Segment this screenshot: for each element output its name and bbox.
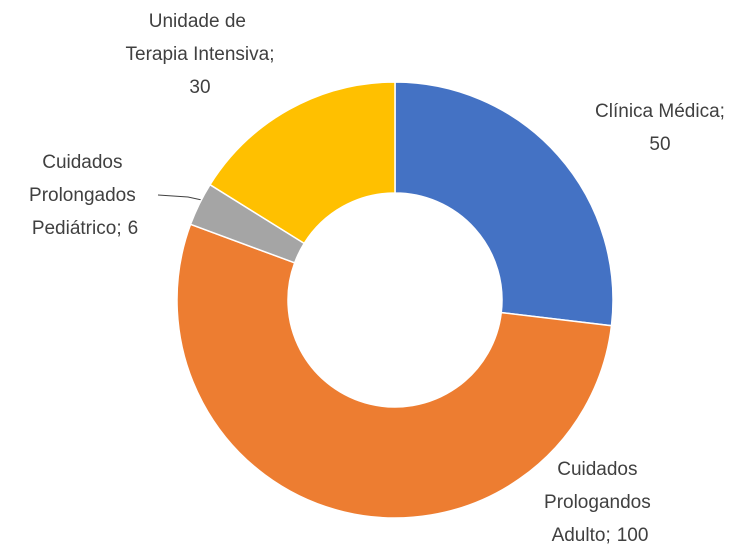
data-label-separator: ; xyxy=(605,525,610,546)
data-label-value: 6 xyxy=(128,218,139,239)
data-label-category: Cuidados Prologandos Adulto xyxy=(544,459,656,546)
donut-slice xyxy=(208,81,396,245)
data-label-separator: ; xyxy=(269,44,274,65)
donut-slice xyxy=(394,81,614,327)
data-label-value: 100 xyxy=(617,525,649,546)
data-label-separator: ; xyxy=(720,101,725,122)
data-label-category: Cuidados Prolongados Pediátrico xyxy=(29,152,141,239)
donut-slice xyxy=(176,223,613,519)
data-label-category: Unidade de Terapia Intensiva xyxy=(126,11,270,65)
data-label-category: Clínica Médica xyxy=(595,101,720,122)
data-label-value: 30 xyxy=(189,77,210,98)
data-label-separator: ; xyxy=(116,218,121,239)
data-label-value: 50 xyxy=(649,134,670,155)
